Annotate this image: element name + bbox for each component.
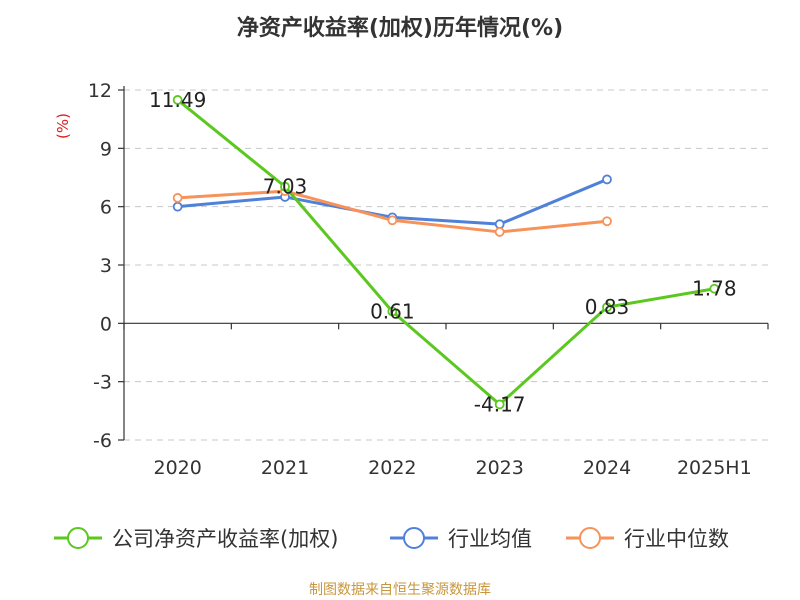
series-group — [172, 95, 720, 410]
data-point — [280, 181, 290, 192]
legend-swatch-marker — [579, 527, 601, 549]
x-tick-label: 2020 — [153, 457, 201, 479]
data-point — [602, 174, 612, 185]
y-axis-label: (%) — [54, 113, 72, 139]
y-tick-label: 9 — [100, 138, 112, 160]
x-tick-label: 2025H1 — [677, 457, 752, 479]
y-tick-label: 12 — [88, 80, 112, 102]
series-line — [177, 189, 608, 234]
data-label: 1.78 — [692, 277, 737, 301]
legend-label: 公司净资产收益率(加权) — [112, 527, 338, 551]
x-tick-label: 2023 — [475, 457, 523, 479]
y-tick-label: 0 — [100, 313, 112, 335]
legend-swatch-marker — [67, 527, 89, 549]
data-point — [494, 399, 505, 410]
grid-lines — [124, 89, 768, 441]
data-label: 0.61 — [370, 299, 415, 323]
data-point — [387, 306, 398, 317]
legend-swatch-marker — [403, 527, 425, 549]
data-point — [387, 215, 398, 226]
y-tick-label: 6 — [100, 197, 112, 219]
x-tick-label: 2022 — [368, 457, 416, 479]
y-tick-label: -3 — [93, 372, 112, 394]
data-labels: 11.49 7.03 0.61 -4.17 0.83 1.78 — [149, 88, 737, 416]
source-note: 制图数据来自恒生聚源数据库 — [309, 582, 491, 598]
data-point — [602, 216, 612, 227]
data-point — [494, 219, 505, 230]
data-label: 11.49 — [149, 88, 206, 112]
data-point — [172, 201, 183, 212]
data-label: 7.03 — [263, 175, 308, 199]
legend-label: 行业中位数 — [624, 527, 729, 551]
y-tick-label: 3 — [100, 255, 112, 277]
data-point — [172, 95, 183, 105]
chart-title: 净资产收益率(加权)历年情况(%) — [237, 15, 563, 41]
legend: 公司净资产收益率(加权) 行业均值 行业中位数 — [54, 527, 729, 551]
axes: 12 9 6 3 0 -3 -6 2020 2021 2022 2023 2024 2025H1 — [88, 80, 769, 479]
data-point — [494, 227, 505, 237]
data-point — [709, 283, 720, 294]
data-label: -4.17 — [474, 392, 526, 416]
series-line — [176, 98, 715, 406]
x-tick-label: 2024 — [583, 457, 631, 479]
data-point — [172, 193, 183, 203]
y-tick-label: -6 — [93, 430, 112, 452]
legend-label: 行业均值 — [448, 527, 532, 551]
data-label: 0.83 — [585, 295, 630, 319]
data-point — [602, 302, 612, 313]
x-tick-label: 2021 — [261, 457, 309, 479]
